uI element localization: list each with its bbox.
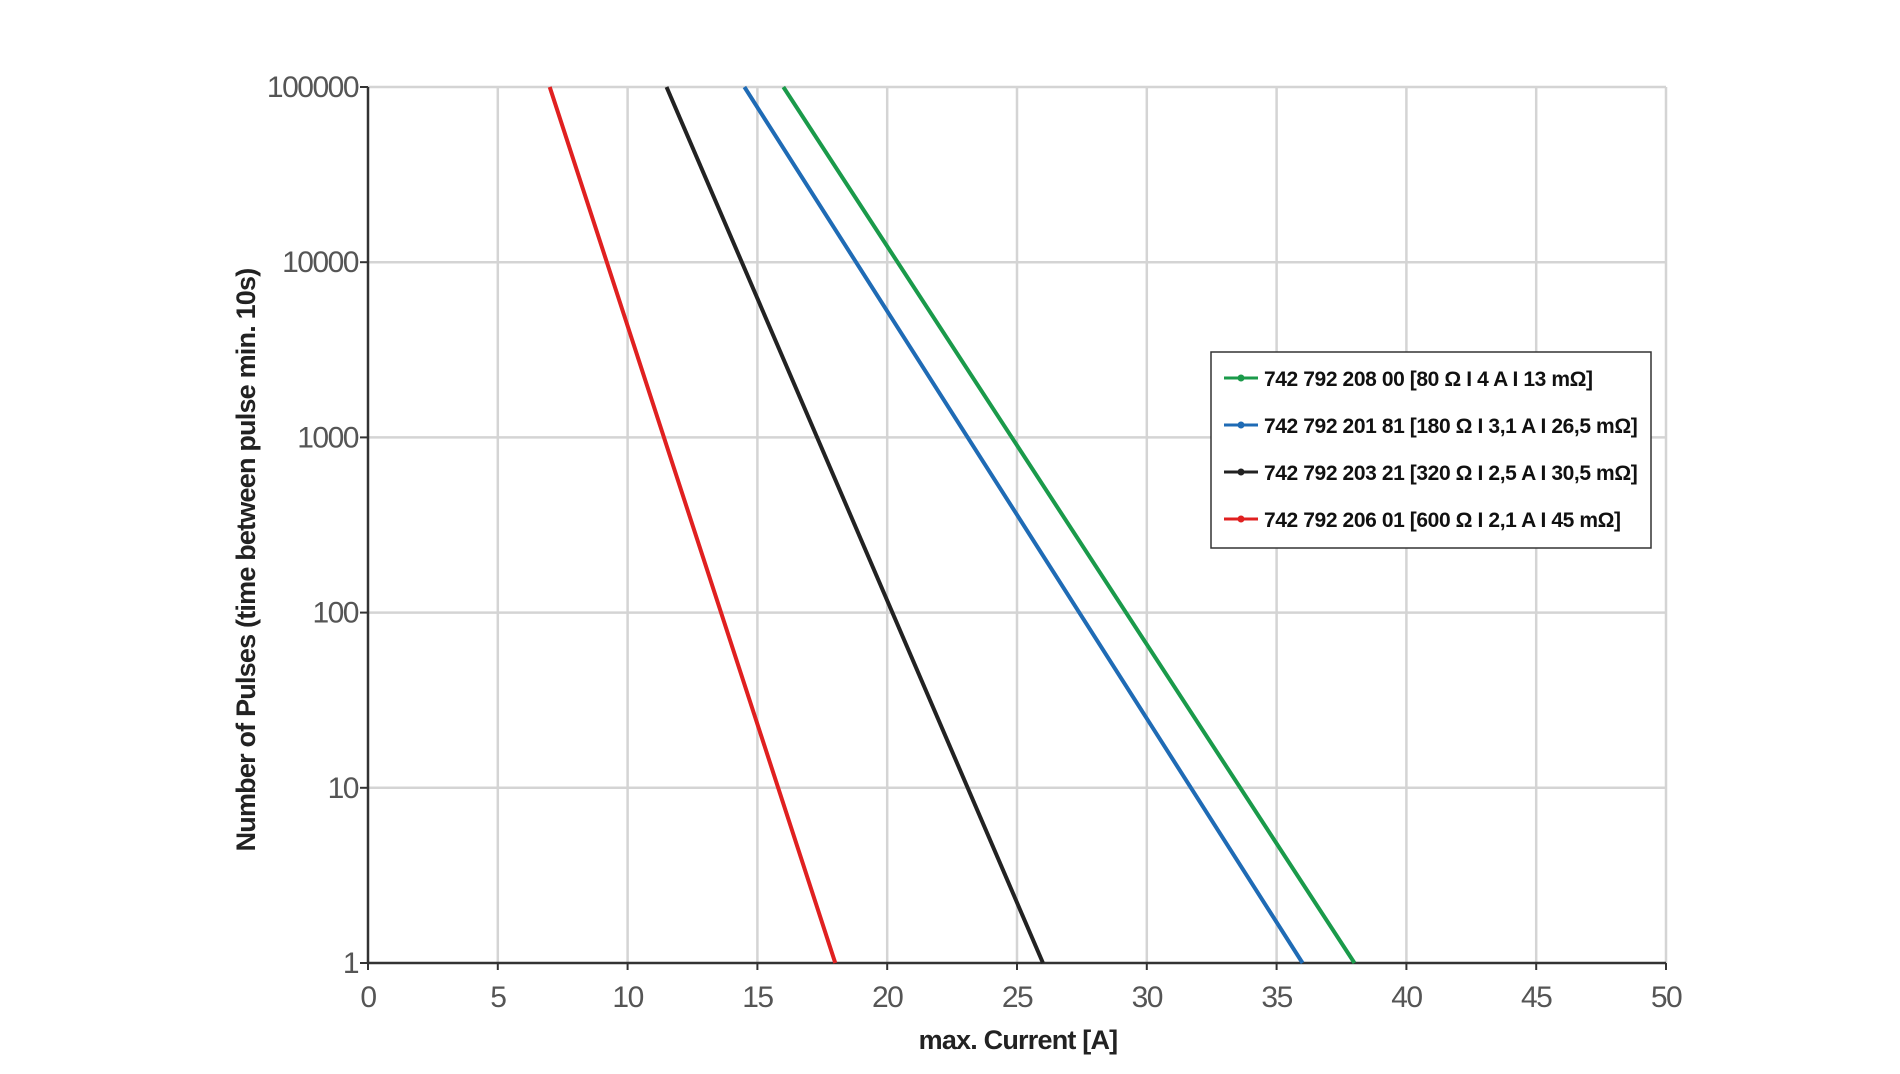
y-tick-label: 100: [312, 597, 358, 630]
legend-label: 742 792 203 21 [320 Ω I 2,5 A I 30,5 mΩ]: [1264, 462, 1637, 485]
y-axis-title: Number of Pulses (time between pulse min…: [231, 269, 261, 852]
x-tick-label: 0: [360, 981, 376, 1014]
x-tick-label: 20: [872, 981, 903, 1014]
x-axis-title: max. Current [A]: [919, 1025, 1118, 1055]
series-line: [781, 85, 1357, 965]
legend-swatch-marker: [1237, 468, 1245, 476]
tick-labels: 1 10 100 1000 10000 100000 0 5 10 15 20 25 30 35 40 45 5…: [267, 71, 1684, 1014]
legend-swatch-marker: [1237, 374, 1245, 382]
y-tick-label: 1: [343, 947, 359, 980]
x-tick-label: 30: [1132, 981, 1163, 1014]
legend-label: 742 792 208 00 [80 Ω I 4 A I 13 mΩ]: [1264, 368, 1593, 391]
x-tick-label: 45: [1521, 981, 1552, 1014]
legend: 742 792 208 00 [80 Ω I 4 A I 13 mΩ] 742 7…: [1210, 351, 1652, 549]
y-tick-label: 10: [328, 772, 359, 805]
series-line: [742, 85, 1305, 965]
x-tick-label: 40: [1391, 981, 1422, 1014]
axes: [360, 86, 1667, 970]
y-tick-label: 1000: [297, 421, 359, 454]
y-tick-label: 10000: [282, 246, 359, 279]
series-lines: [547, 85, 1357, 965]
legend-box: [1210, 351, 1652, 549]
x-tick-label: 10: [612, 981, 643, 1014]
x-tick-label: 15: [742, 981, 773, 1014]
series-line: [547, 86, 838, 964]
series-line: [664, 86, 1045, 964]
x-tick-label: 25: [1002, 981, 1033, 1014]
x-tick-label: 5: [490, 981, 506, 1014]
y-tick-label: 100000: [267, 71, 359, 104]
legend-items: 742 792 208 00 [80 Ω I 4 A I 13 mΩ] 742 7…: [1224, 368, 1638, 532]
legend-label: 742 792 201 81 [180 Ω I 3,1 A I 26,5 mΩ]: [1264, 415, 1637, 438]
x-tick-label: 35: [1261, 981, 1292, 1014]
x-tick-label: 50: [1651, 981, 1682, 1014]
legend-label: 742 792 206 01 [600 Ω I 2,1 A I 45 mΩ]: [1264, 509, 1621, 532]
legend-swatch-marker: [1237, 515, 1245, 523]
legend-swatch-marker: [1237, 421, 1245, 429]
